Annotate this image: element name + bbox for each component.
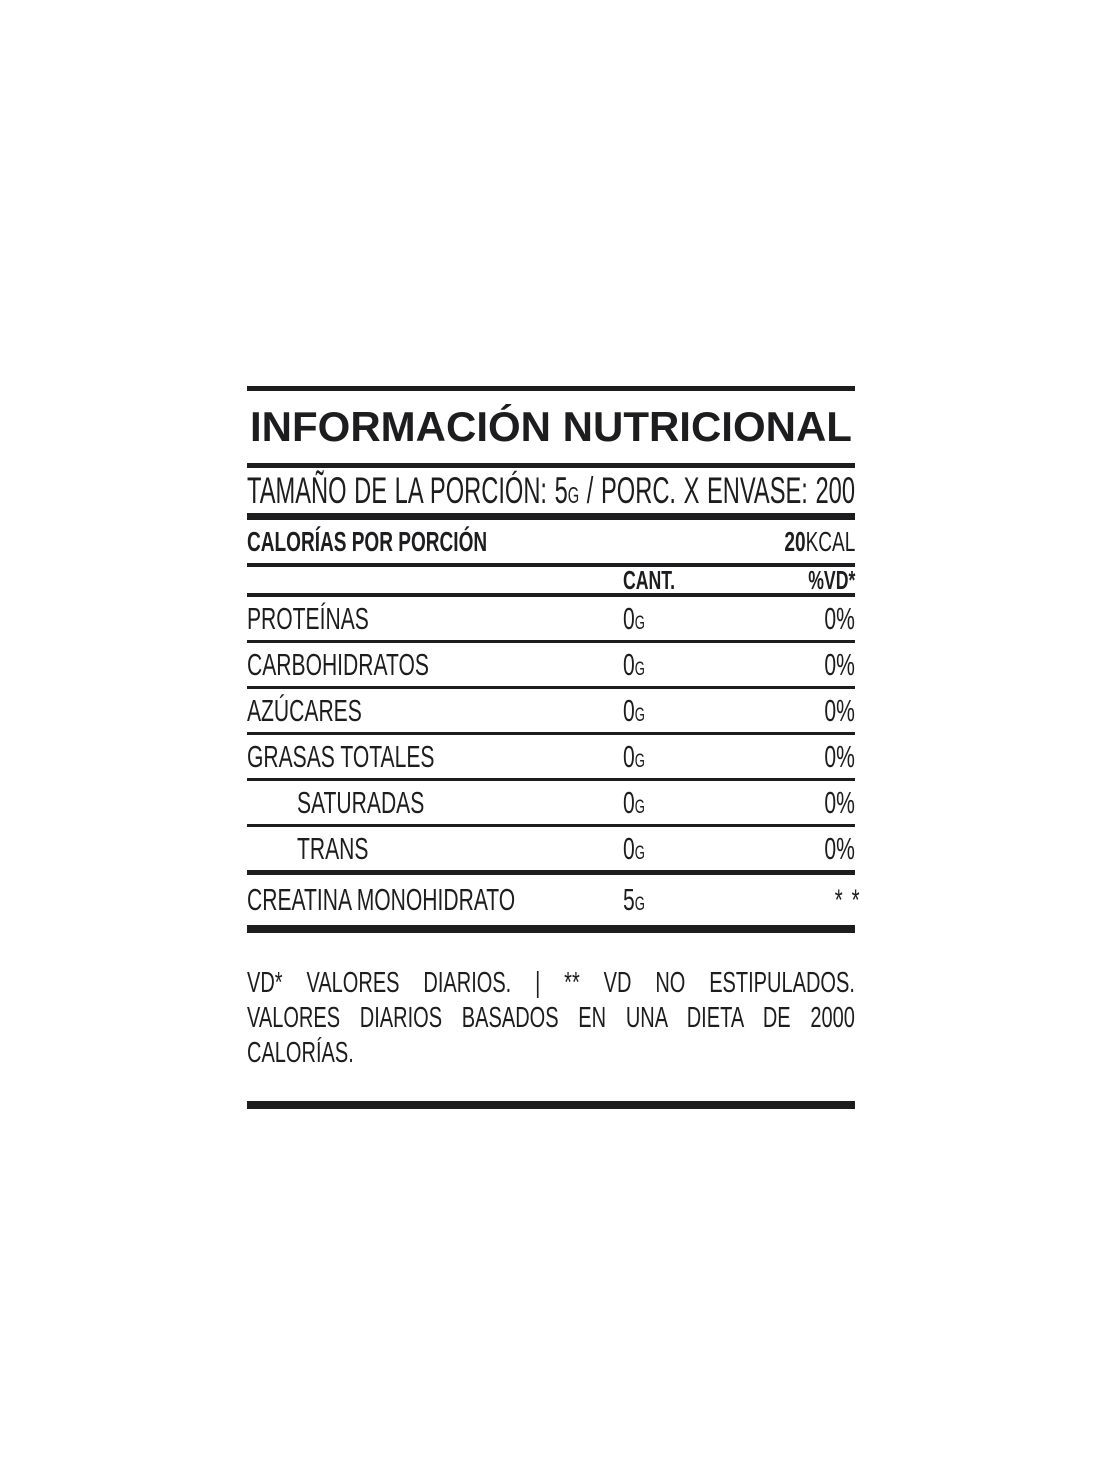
- nutrient-amount: 0G: [622, 647, 645, 682]
- footnote-line-2: VALORES DIARIOS BASADOS EN UNA DIETA DE …: [247, 1002, 855, 1069]
- nutrient-amount: 0G: [622, 785, 645, 820]
- nutrient-label: CARBOHIDRATOS: [247, 647, 429, 682]
- nutrient-daily-value: 0%: [824, 785, 855, 820]
- amount-column-header: CANT.: [622, 565, 675, 595]
- nutrient-label: SATURADAS: [297, 785, 425, 820]
- nutrient-row-proteinas: PROTEÍNAS 0G 0%: [247, 597, 855, 643]
- bottom-divider: [247, 1101, 855, 1109]
- nutrient-unit: G: [634, 705, 645, 726]
- nutrient-label: TRANS: [297, 831, 369, 866]
- serving-size-value: 5G: [554, 470, 580, 511]
- nutrient-row-trans: TRANS 0G 0%: [247, 827, 855, 875]
- nutrient-label: GRASAS TOTALES: [247, 739, 435, 774]
- nutrient-row-grasas-totales: GRASAS TOTALES 0G 0%: [247, 735, 855, 781]
- nutrient-daily-value: 0%: [824, 739, 855, 774]
- nutrient-amount: 0G: [622, 693, 645, 728]
- footnote-line-1: VD* VALORES DIARIOS. | ** VD NO ESTIPULA…: [247, 967, 855, 999]
- table-column-headers: CANT. %VD*: [247, 567, 855, 597]
- calories-row: CALORÍAS POR PORCIÓN 20KCAL: [247, 520, 855, 567]
- calories-unit: KCAL: [805, 525, 855, 557]
- serving-size-row: TAMAÑO DE LA PORCIÓN: 5G / PORC. X ENVAS…: [247, 468, 855, 520]
- nutrition-label: INFORMACIÓN NUTRICIONAL TAMAÑO DE LA POR…: [247, 386, 859, 1109]
- nutrient-row-azucares: AZÚCARES 0G 0%: [247, 689, 855, 735]
- footnote-block: VD* VALORES DIARIOS. | ** VD NO ESTIPULA…: [247, 966, 855, 1071]
- nutrient-unit: G: [634, 843, 645, 864]
- nutrient-daily-value: 0%: [824, 601, 855, 636]
- nutrient-label: AZÚCARES: [247, 693, 362, 728]
- nutrient-unit: G: [634, 659, 645, 680]
- serving-size-line: TAMAÑO DE LA PORCIÓN: 5G / PORC. X ENVAS…: [247, 468, 855, 518]
- nutrient-row-saturadas: SATURADAS 0G 0%: [247, 781, 855, 827]
- nutrient-row-creatina-monohidrato: CREATINA MONOHIDRATO 5G **: [247, 875, 859, 933]
- nutrient-unit: G: [634, 894, 645, 915]
- nutrient-daily-value-asterisks: **: [834, 884, 868, 917]
- nutrient-label: PROTEÍNAS: [247, 601, 369, 636]
- serving-separator: /: [586, 470, 594, 511]
- serving-size-label: TAMAÑO DE LA PORCIÓN:: [247, 470, 547, 511]
- nutrition-title: INFORMACIÓN NUTRICIONAL: [250, 403, 852, 450]
- nutrient-unit: G: [634, 613, 645, 634]
- nutrient-amount: 0G: [622, 601, 645, 636]
- nutrient-daily-value: 0%: [824, 647, 855, 682]
- nutrient-amount: 0G: [622, 739, 645, 774]
- nutrient-unit: G: [634, 751, 645, 772]
- nutrient-daily-value: 0%: [824, 693, 855, 728]
- nutrient-daily-value: 0%: [824, 831, 855, 866]
- calories-value: 20KCAL: [784, 525, 855, 557]
- nutrition-label-header: INFORMACIÓN NUTRICIONAL: [247, 391, 855, 468]
- serving-unit: G: [567, 482, 580, 508]
- nutrient-unit: G: [634, 797, 645, 818]
- daily-value-column-header: %VD*: [807, 565, 855, 595]
- per-container-label: PORC. X ENVASE:: [601, 470, 808, 511]
- per-container-value: 200: [815, 470, 856, 511]
- nutrient-amount: 0G: [622, 831, 645, 866]
- calories-label: CALORÍAS POR PORCIÓN: [247, 525, 488, 557]
- nutrient-row-carbohidratos: CARBOHIDRATOS 0G 0%: [247, 643, 855, 689]
- nutrient-amount: 5G: [622, 882, 645, 917]
- nutrient-label: CREATINA MONOHIDRATO: [247, 882, 516, 917]
